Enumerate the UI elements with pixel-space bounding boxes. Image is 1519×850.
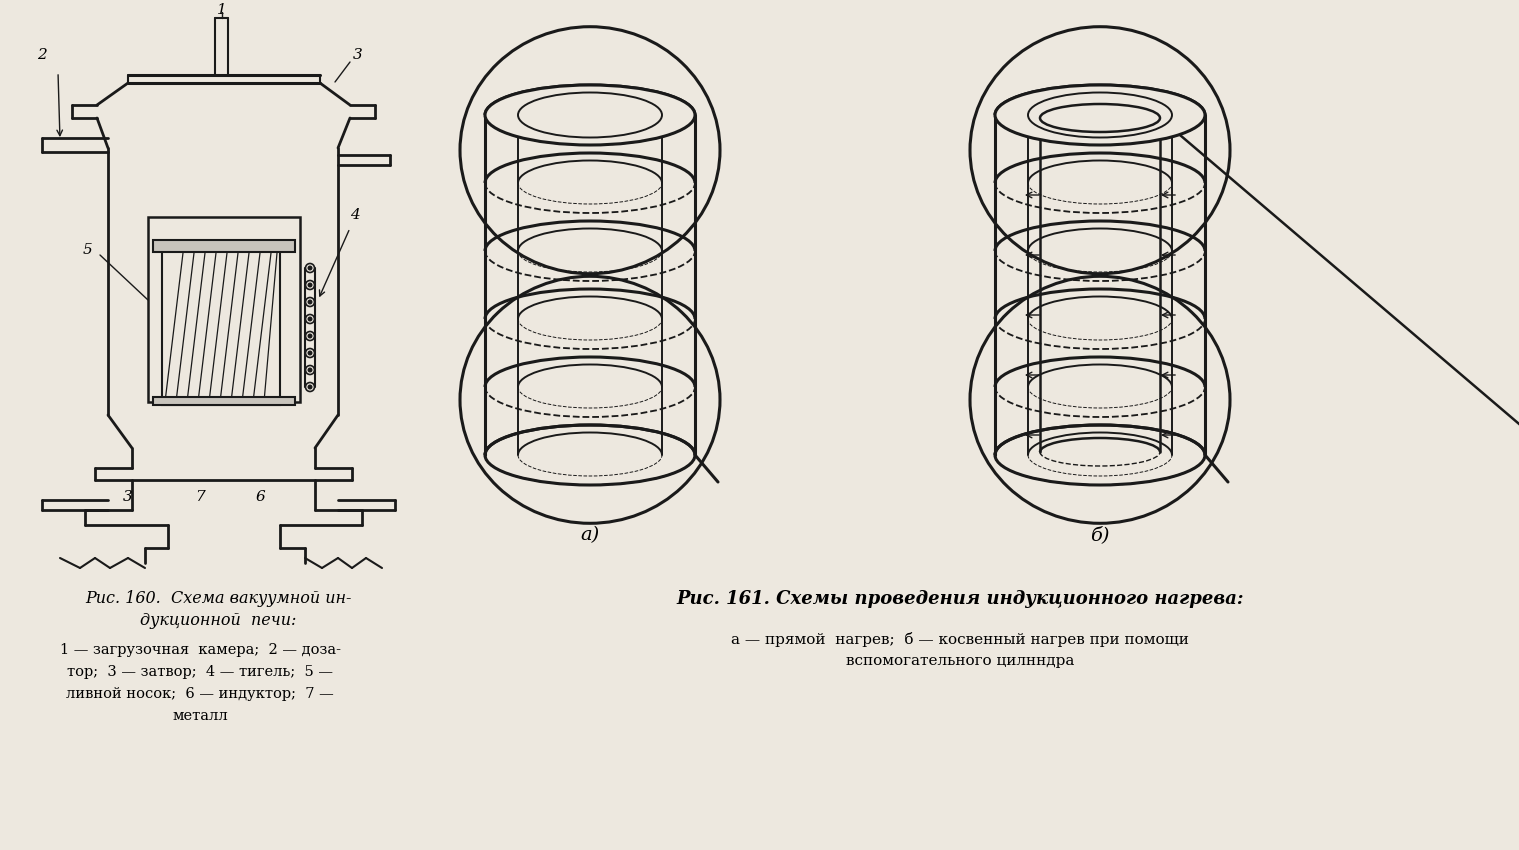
Circle shape (308, 300, 311, 303)
Ellipse shape (1028, 93, 1173, 138)
Text: а — прямой  нагрев;  б — косвенный нагрев при помощи: а — прямой нагрев; б — косвенный нагрев … (731, 632, 1189, 647)
Circle shape (308, 317, 311, 320)
Text: Рис. 161. Схемы проведения индукционного нагрева:: Рис. 161. Схемы проведения индукционного… (676, 590, 1244, 608)
Ellipse shape (518, 93, 662, 138)
Ellipse shape (485, 85, 696, 145)
Text: Рис. 160.  Схема вакуумной ин-: Рис. 160. Схема вакуумной ин- (85, 590, 351, 607)
Ellipse shape (995, 85, 1205, 145)
Bar (153, 240, 295, 252)
Text: а): а) (580, 526, 600, 544)
Circle shape (308, 368, 311, 371)
Text: 6: 6 (255, 490, 264, 504)
Text: 7: 7 (194, 490, 205, 504)
Text: дукционной  печи:: дукционной печи: (140, 612, 296, 629)
Bar (147, 217, 299, 402)
Text: 3: 3 (352, 48, 363, 62)
Text: 2: 2 (36, 48, 47, 62)
Text: 4: 4 (349, 208, 360, 222)
Text: б): б) (1091, 526, 1110, 544)
Text: 3: 3 (123, 490, 132, 504)
Circle shape (308, 283, 311, 286)
Text: ливной носок;  6 — индуктор;  7 —: ливной носок; 6 — индуктор; 7 — (67, 687, 334, 700)
Circle shape (308, 351, 311, 354)
Text: металл: металл (172, 709, 228, 722)
Circle shape (308, 334, 311, 337)
Text: 5: 5 (84, 243, 93, 257)
Circle shape (308, 385, 311, 388)
Text: 1: 1 (217, 3, 226, 17)
Ellipse shape (1041, 104, 1161, 132)
Bar (153, 397, 295, 405)
Text: вспомогательного цилнндра: вспомогательного цилнндра (846, 654, 1074, 668)
Text: 1 — загрузочная  камера;  2 — доза-: 1 — загрузочная камера; 2 — доза- (59, 643, 340, 657)
Circle shape (308, 266, 311, 269)
Text: тор;  3 — затвор;  4 — тигель;  5 —: тор; 3 — затвор; 4 — тигель; 5 — (67, 665, 333, 679)
Bar (163, 250, 279, 405)
